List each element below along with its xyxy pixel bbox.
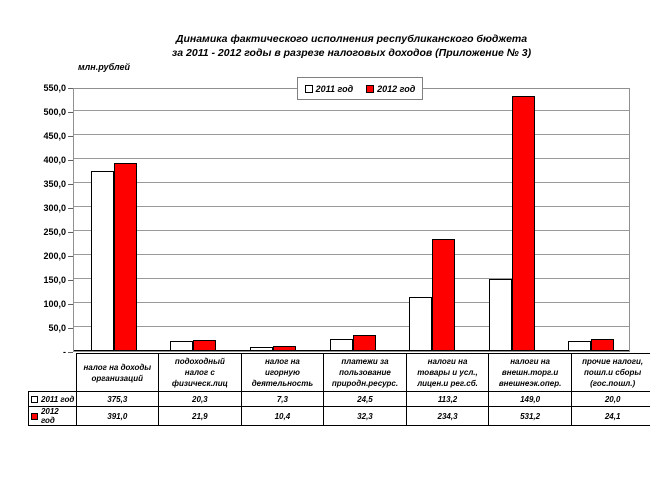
y-axis-tick-mark <box>68 184 73 185</box>
table-row-label: 2011 год <box>28 391 77 407</box>
table-value-cell: 32,3 <box>323 406 407 426</box>
table-row-label-text: 2011 год <box>41 394 75 404</box>
y-axis-tick-label: 100,0 <box>43 299 66 309</box>
legend-swatch-2012-icon <box>366 84 375 93</box>
table-corner-cell <box>29 354 77 392</box>
bar-2012-cat1 <box>114 163 137 351</box>
y-axis-tick-label: 50,0 <box>48 323 66 333</box>
gridline <box>74 302 629 303</box>
y-axis-tick-mark <box>68 232 73 233</box>
table-category-header: налог на игорную деятельность <box>240 353 325 392</box>
table-value-cell: 234,3 <box>405 406 490 426</box>
legend-item-2011: 2011 год <box>304 83 354 94</box>
table-value-cell: 21,9 <box>158 406 242 426</box>
table-value-cell: 531,2 <box>488 406 572 426</box>
table-row: 2011 год 375,3 20,3 7,3 24,5 113,2 149,0 20,0 <box>28 391 650 407</box>
y-axis-tick-label: 550,0 <box>43 83 66 93</box>
table-row: 2012 год 391,0 21,9 10,4 32,3 234,3 531,2 24,1 <box>28 406 650 426</box>
table-category-header: налоги на внешн.торг.и внешнеэк.опер. <box>488 353 572 392</box>
y-axis-tick-label: 150,0 <box>43 275 66 285</box>
y-axis-tick-label: 200,0 <box>43 251 66 261</box>
bar-2011-cat5 <box>409 297 432 351</box>
y-axis-tick-label: - <box>63 347 66 357</box>
table-value-cell: 375,3 <box>75 391 160 407</box>
y-axis-tick-mark <box>68 256 73 257</box>
legend-label-2012: 2012 год <box>377 83 416 94</box>
bar-2011-cat1 <box>91 171 114 351</box>
y-axis-tick-label: 300,0 <box>43 203 66 213</box>
y-axis-tick-mark <box>68 136 73 137</box>
chart-title-line2: за 2011 - 2012 годы в разрезе налоговых … <box>171 46 532 59</box>
table-value-cell: 20,3 <box>158 391 242 407</box>
y-axis-tick-label: 500,0 <box>43 107 66 117</box>
table-category-header: налог на доходы организаций <box>75 353 160 392</box>
gridline <box>74 110 629 111</box>
table-value-cell: 20,0 <box>570 391 650 407</box>
y-axis-tick-label: 350,0 <box>43 179 66 189</box>
y-axis-tick-label: 450,0 <box>43 131 66 141</box>
chart-title-line1: Динамика фактического исполнения республ… <box>175 33 528 45</box>
bar-2012-cat5 <box>432 239 455 351</box>
gridline <box>74 182 629 183</box>
y-axis-tick-mark <box>68 112 73 113</box>
gridline <box>74 206 629 207</box>
bar-2011-cat6 <box>489 279 512 351</box>
gridline <box>74 326 629 327</box>
data-table: налог на доходы организаций подоходный на… <box>28 353 650 426</box>
table-value-cell: 149,0 <box>488 391 572 407</box>
legend-swatch-2011-icon <box>304 84 313 93</box>
table-category-header: платежи за пользование природн.ресурс. <box>323 353 407 392</box>
table-value-cell: 24,5 <box>323 391 407 407</box>
plot-area <box>73 88 630 352</box>
gridline <box>74 254 629 255</box>
y-axis-units-label: млн.рублей <box>78 62 131 72</box>
table-value-cell: 7,3 <box>240 391 325 407</box>
table-category-header: подоходный налог с физическ.лиц <box>158 353 242 392</box>
table-category-header: налоги на товары и усл., лицен.и рег.сб. <box>405 353 490 392</box>
table-value-cell: 24,1 <box>570 406 650 426</box>
y-axis-tick-mark <box>68 280 73 281</box>
x-axis-line <box>74 350 629 351</box>
table-row-label-text: 2012 год <box>40 407 59 425</box>
legend: 2011 год 2012 год <box>297 77 423 100</box>
y-axis-tick-mark <box>68 88 73 89</box>
bar-2012-cat6 <box>512 96 535 351</box>
y-axis-tick-mark <box>68 208 73 209</box>
bar-2012-cat4 <box>353 335 376 351</box>
y-axis-tick-mark <box>68 160 73 161</box>
y-axis-tick-mark <box>68 328 73 329</box>
table-row-swatch-icon <box>31 395 38 403</box>
table-category-header: прочие налоги, пошл.и сборы (гос.пошл.) <box>570 353 650 392</box>
legend-label-2011: 2011 год <box>315 83 354 94</box>
table-row-swatch-icon <box>31 412 38 420</box>
gridline <box>74 134 629 135</box>
gridline <box>74 278 629 279</box>
chart-title: Динамика фактического исполнения республ… <box>73 33 630 60</box>
gridline <box>74 158 629 159</box>
table-value-cell: 113,2 <box>405 391 490 407</box>
y-axis-tick-label: 250,0 <box>43 227 66 237</box>
table-row-label: 2012 год <box>28 406 77 426</box>
gridline <box>74 230 629 231</box>
table-header-row: налог на доходы организаций подоходный на… <box>29 353 650 392</box>
y-axis-tick-mark <box>68 304 73 305</box>
table-value-cell: 10,4 <box>240 406 325 426</box>
legend-item-2012: 2012 год <box>366 84 415 94</box>
y-axis-tick-mark <box>68 352 73 353</box>
table-value-cell: 391,0 <box>75 406 160 426</box>
y-axis-tick-label: 400,0 <box>43 155 66 165</box>
